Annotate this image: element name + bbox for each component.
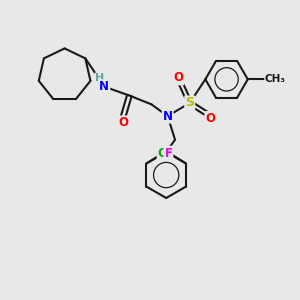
Text: S: S (185, 96, 194, 110)
Text: CH₃: CH₃ (265, 74, 286, 84)
Text: O: O (206, 112, 215, 125)
Text: Cl: Cl (158, 147, 170, 160)
Text: F: F (164, 147, 172, 160)
Text: N: N (99, 80, 110, 93)
Text: O: O (174, 71, 184, 84)
Text: N: N (163, 110, 173, 123)
Text: H: H (95, 74, 105, 83)
Text: O: O (118, 116, 128, 129)
